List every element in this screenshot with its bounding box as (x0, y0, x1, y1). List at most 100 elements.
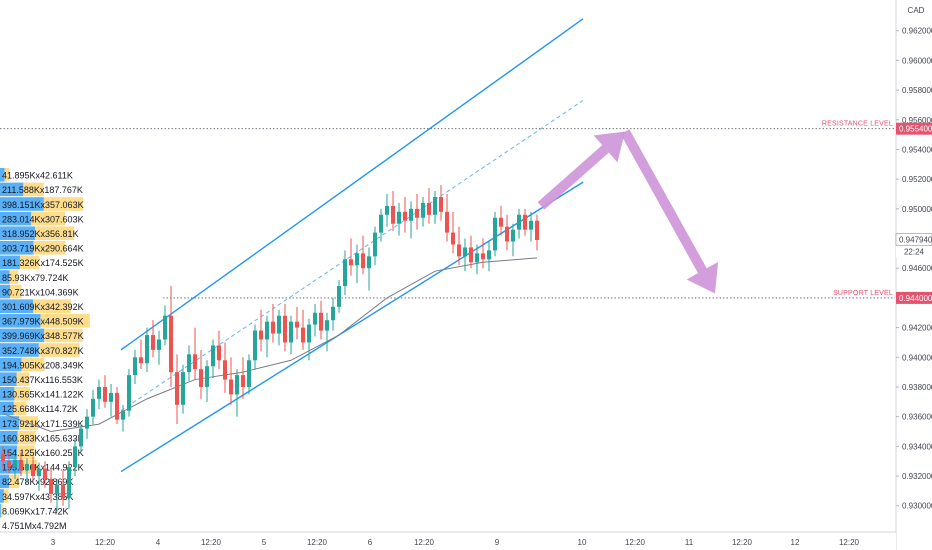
forecast-arrow-up (537, 131, 625, 210)
time-axis[interactable]: 3 12:20 4 12:20 5 12:20 6 12:20 9 10 12:20 11 12:20 1… (0, 531, 896, 550)
candle-body (61, 484, 65, 499)
volume-label: 318.952Kx356.81K (2, 229, 79, 239)
candle-body (265, 321, 269, 340)
candle-body (505, 226, 509, 242)
candle-body (103, 386, 107, 402)
candle-body (523, 214, 527, 230)
level-price-tag (896, 122, 932, 135)
candle-body (151, 335, 155, 350)
candle-body (427, 202, 431, 215)
time-tick-label: 10 (578, 538, 587, 547)
volume-label: 90.721Kx104.369K (2, 287, 79, 297)
candle-body (343, 259, 347, 287)
forecast-arrow-down (620, 129, 719, 294)
volume-label: 125.668Kx114.72K (2, 404, 78, 414)
time-tick-label: 11 (685, 538, 694, 547)
candle-body (361, 253, 365, 269)
volume-bar-buy (0, 299, 34, 313)
candle-body (487, 250, 491, 260)
candle-body (475, 253, 479, 263)
volume-bar-buy (0, 241, 34, 255)
volume-label: 154.125Kx160.252K (2, 448, 84, 458)
plot-background (0, 0, 895, 532)
candle-body (439, 196, 443, 212)
volume-bar-buy (0, 503, 1, 518)
volume-bar-sell (9, 474, 20, 489)
level-label: RESISTANCE LEVEL (822, 121, 893, 128)
volume-label: 160.383Kx165.633K (2, 433, 84, 443)
volume-bar-buy (0, 226, 36, 240)
volume-bar-buy (0, 284, 10, 299)
candle-body (163, 315, 167, 340)
volume-bar-sell (38, 343, 80, 357)
candle-body (49, 479, 53, 494)
volume-bar-buy (0, 489, 4, 503)
candle-body (331, 306, 335, 321)
time-axis-bg (0, 532, 896, 550)
channel-mid (120, 100, 584, 412)
candle-body (391, 205, 395, 224)
candle-body (229, 379, 233, 395)
time-tick-label: 4 (156, 538, 161, 547)
candle-body (499, 217, 503, 227)
volume-bar-buy (0, 211, 32, 226)
candle-body (517, 214, 521, 230)
candle-body (409, 208, 413, 221)
volume-bar-sell (9, 270, 19, 284)
volume-label: 4.751Mx4.792M (2, 521, 67, 531)
volume-label: 367.979Kx448.509K (2, 317, 84, 327)
candle-body (337, 286, 341, 307)
volume-bar-sell (23, 182, 44, 197)
candle-body (319, 312, 323, 331)
candle-body (139, 357, 143, 364)
candle-body (79, 428, 83, 447)
candle-body (271, 321, 275, 334)
volume-bar-sell (16, 372, 30, 386)
candle-body (1, 453, 5, 462)
candle-body (169, 315, 173, 373)
time-tick-label: 12:20 (625, 538, 646, 547)
volume-bar-sell (33, 299, 71, 313)
candle-body (145, 335, 149, 364)
volume-bar-buy (0, 314, 41, 328)
candle-body (223, 360, 227, 380)
volume-bar-sell (0, 503, 3, 518)
volume-bar-sell (17, 430, 36, 445)
volume-bar-buy (0, 328, 44, 343)
candle-body (199, 369, 203, 387)
volume-bar-sell (40, 314, 90, 328)
candle-body (457, 244, 461, 257)
forecast-arrows (537, 129, 719, 294)
volume-bar-buy (0, 255, 20, 270)
candle-body (97, 386, 101, 399)
volume-bar-buy (0, 270, 10, 284)
volume-bar-sell (43, 328, 83, 343)
candle-body (235, 375, 239, 395)
volume-label: 194.905Kx208.349K (2, 360, 84, 370)
time-tick-label: 5 (262, 538, 267, 547)
candle-body (283, 315, 287, 343)
candle-body (109, 392, 113, 402)
candle-body (289, 321, 293, 343)
volume-bar-sell (4, 168, 10, 182)
candle-body (451, 232, 455, 245)
candle-body (259, 330, 263, 340)
volume-bar-sell (31, 211, 65, 226)
candle-body (481, 253, 485, 260)
candle-body (193, 354, 197, 370)
time-tick-label: 12:20 (414, 538, 435, 547)
volume-bar-sell (3, 489, 9, 503)
volume-label: 34.597Kx43.385K (2, 492, 74, 502)
candle-body (187, 354, 191, 373)
candle-body (67, 467, 71, 499)
moving-average-line (2, 257, 538, 433)
